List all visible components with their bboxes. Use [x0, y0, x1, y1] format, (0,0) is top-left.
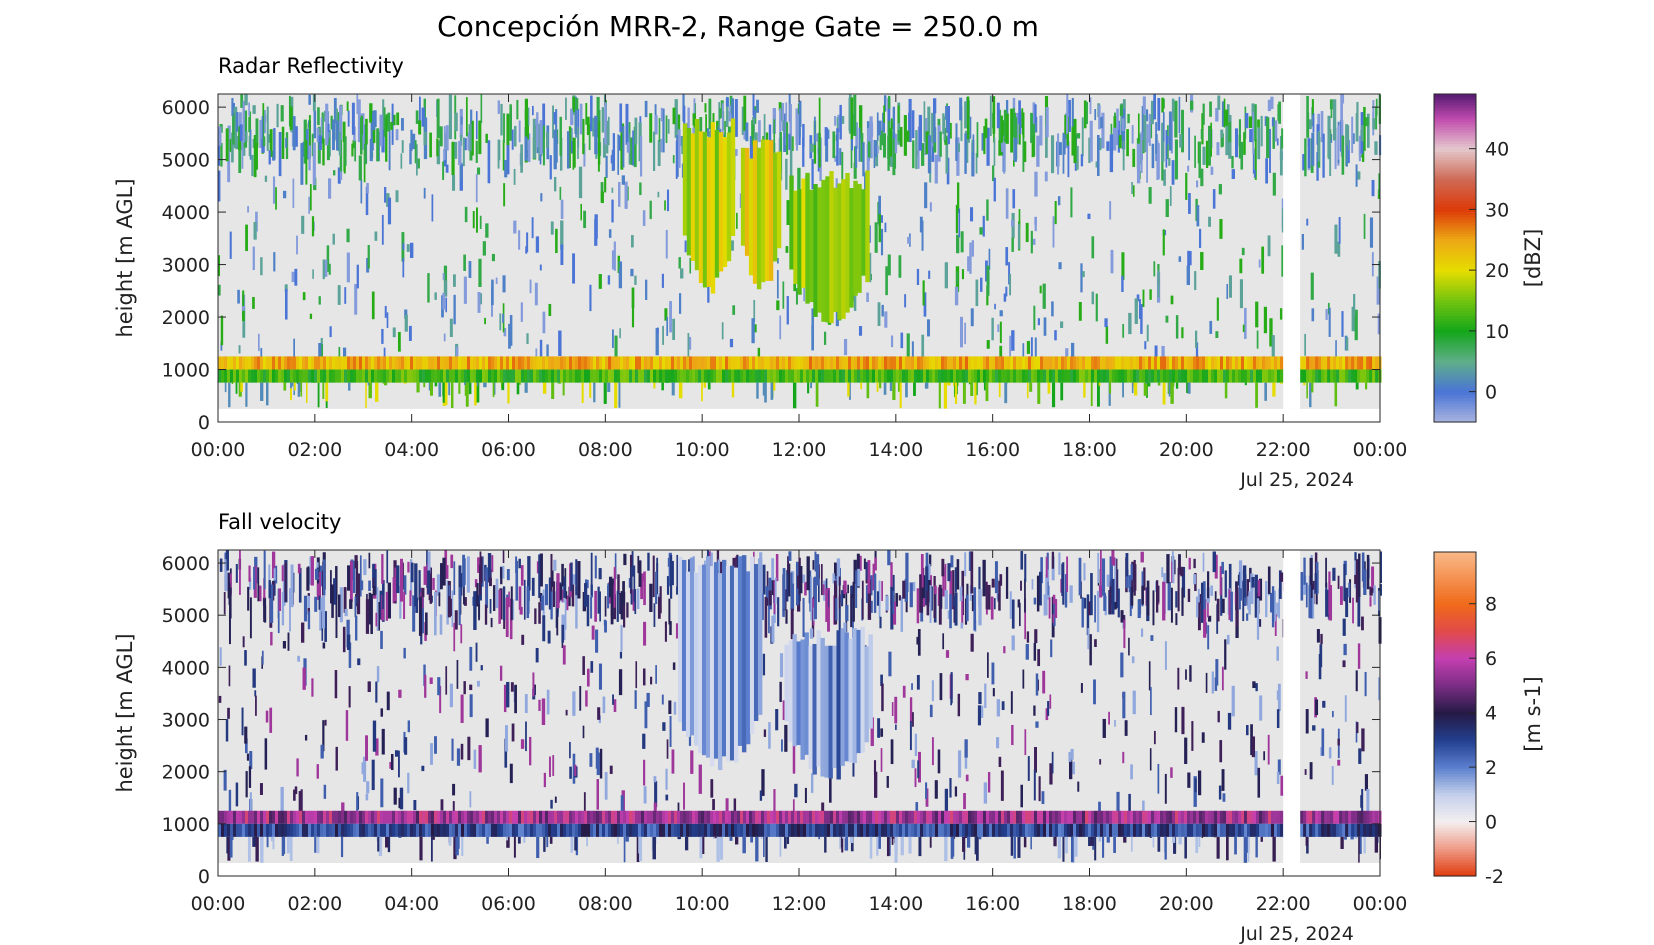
- x-tick-label: 08:00: [578, 893, 633, 915]
- colorbar-label: [dBZ]: [1521, 229, 1545, 288]
- y-tick-label: 5000: [162, 605, 210, 627]
- x-tick-label: 04:00: [384, 439, 439, 461]
- x-tick-label: 18:00: [1062, 893, 1117, 915]
- y-tick-label: 6000: [162, 97, 210, 119]
- colorbar-tick-label: 8: [1485, 594, 1497, 616]
- colorbar-tick-label: 40: [1485, 139, 1509, 161]
- rain-below-melting: [218, 369, 1287, 383]
- x-tick-label: 00:00: [191, 439, 246, 461]
- precip-band: [784, 626, 873, 780]
- precip-band: [682, 118, 736, 294]
- x-tick-label: 04:00: [384, 893, 439, 915]
- y-tick-label: 2000: [162, 307, 210, 329]
- near-surface-streaks: [226, 836, 1381, 863]
- colorbar-tick-label: 0: [1485, 382, 1497, 404]
- y-tick-label: 2000: [162, 762, 210, 784]
- precip-band: [789, 170, 870, 324]
- colorbar-tick-label: 30: [1485, 199, 1509, 221]
- y-tick-label: 5000: [162, 150, 210, 172]
- colorbar-tick-label: 4: [1485, 703, 1497, 725]
- rain-below-melting: [218, 823, 1287, 837]
- y-tick-label: 0: [198, 412, 210, 434]
- near-surface-streaks: [224, 382, 1368, 409]
- y-tick-label: 1000: [162, 360, 210, 382]
- precip-band: [677, 555, 763, 771]
- x-tick-label: 06:00: [481, 439, 536, 461]
- x-tick-label: 20:00: [1159, 893, 1214, 915]
- melting-layer: [218, 810, 1287, 824]
- colorbar: 0 10 20 30 40 [dBZ]: [1433, 93, 1545, 423]
- x-tick-label: 02:00: [287, 893, 342, 915]
- colorbar-tick-label: 0: [1485, 812, 1497, 834]
- x-tick-label: 14:00: [868, 893, 923, 915]
- melting-layer: [1300, 810, 1382, 824]
- colorbar-tick-label: 2: [1485, 757, 1497, 779]
- x-tick-label: 20:00: [1159, 439, 1214, 461]
- date-label: Jul 25, 2024: [1239, 469, 1354, 491]
- data-gap: [1283, 550, 1301, 863]
- panel-title: Fall velocity: [218, 510, 341, 534]
- x-tick-label: 14:00: [868, 439, 923, 461]
- colorbar-label: [m s-1]: [1521, 676, 1545, 751]
- rain-below-melting: [1300, 823, 1382, 837]
- x-tick-label: 12:00: [772, 439, 827, 461]
- colorbar-frame: [1433, 551, 1477, 877]
- x-tick-label: 02:00: [287, 439, 342, 461]
- x-tick-label: 16:00: [965, 893, 1020, 915]
- y-tick-label: 6000: [162, 553, 210, 575]
- x-tick-label: 00:00: [1353, 439, 1408, 461]
- y-tick-label: 0: [198, 866, 210, 888]
- x-tick-label: 10:00: [675, 893, 730, 915]
- data-gap: [1283, 94, 1301, 409]
- x-tick-label: 22:00: [1256, 439, 1311, 461]
- reflectivity-panel: Radar Reflectivity 0 1000 2000 3000 4000 5000 6…: [113, 54, 1545, 491]
- colorbar-frame: [1433, 93, 1477, 423]
- x-tick-label: 22:00: [1256, 893, 1311, 915]
- y-tick-label: 1000: [162, 814, 210, 836]
- y-tick-label: 4000: [162, 657, 210, 679]
- precip-band: [740, 139, 782, 290]
- colorbar-tick-label: -2: [1485, 866, 1504, 888]
- colorbar-tick-label: 10: [1485, 321, 1509, 343]
- rain-below-melting: [1300, 369, 1382, 383]
- figure-title: Concepción MRR-2, Range Gate = 250.0 m: [437, 10, 1039, 43]
- x-tick-label: 16:00: [965, 439, 1020, 461]
- y-axis-label: height [m AGL]: [113, 178, 137, 337]
- x-tick-label: 18:00: [1062, 439, 1117, 461]
- melting-layer: [218, 356, 1287, 370]
- x-tick-label: 10:00: [675, 439, 730, 461]
- x-tick-label: 08:00: [578, 439, 633, 461]
- x-tick-label: 00:00: [1353, 893, 1408, 915]
- x-tick-label: 06:00: [481, 893, 536, 915]
- y-tick-label: 4000: [162, 202, 210, 224]
- colorbar-tick-label: 6: [1485, 648, 1497, 670]
- fall-velocity-panel: Fall velocity 0 1000 2000 3000 4000 5000 6000 he…: [113, 510, 1545, 945]
- colorbar: -2 0 2 4 6 8 [m s-1]: [1433, 551, 1545, 888]
- y-tick-label: 3000: [162, 255, 210, 277]
- melting-layer: [1300, 356, 1382, 370]
- x-tick-label: 00:00: [191, 893, 246, 915]
- y-axis-label: height [m AGL]: [113, 633, 137, 792]
- panel-title: Radar Reflectivity: [218, 54, 404, 78]
- x-tick-label: 12:00: [772, 893, 827, 915]
- colorbar-tick-label: 20: [1485, 260, 1509, 282]
- date-label: Jul 25, 2024: [1239, 923, 1354, 945]
- y-tick-label: 3000: [162, 710, 210, 732]
